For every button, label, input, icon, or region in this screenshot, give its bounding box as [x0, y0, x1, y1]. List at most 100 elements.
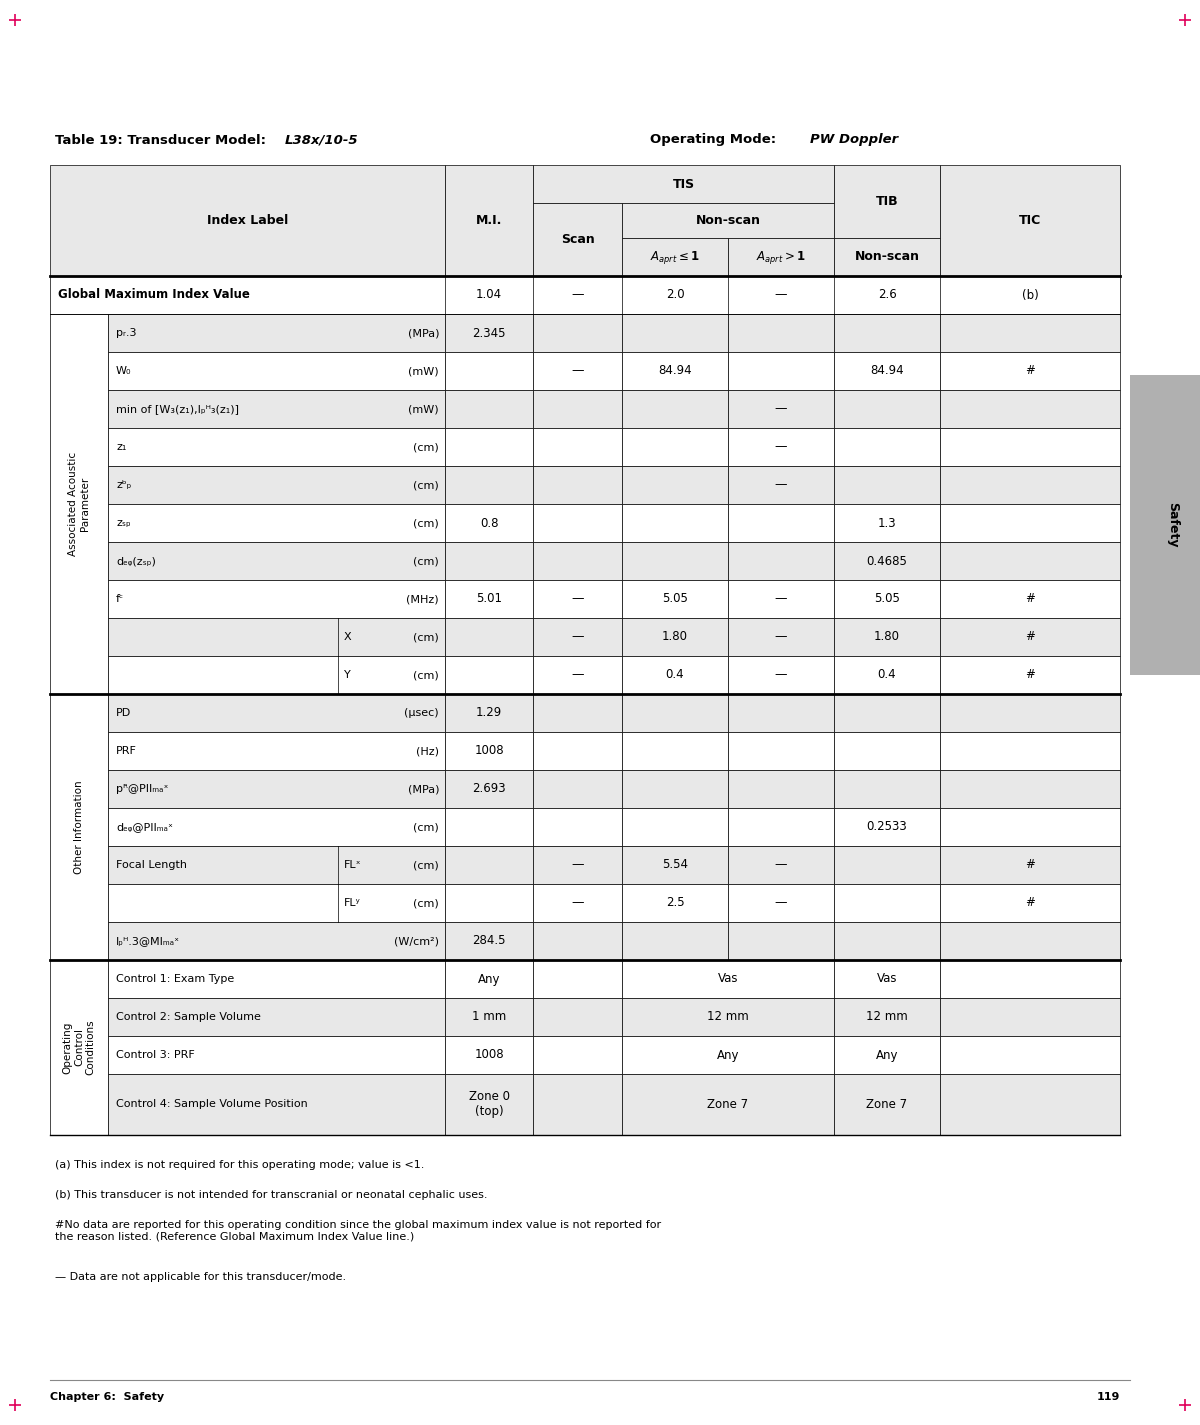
- Bar: [533, 428, 622, 466]
- Bar: [108, 1074, 445, 1134]
- Text: Operating
Control
Conditions: Operating Control Conditions: [62, 1020, 96, 1076]
- Bar: [445, 580, 533, 618]
- Bar: [533, 504, 622, 542]
- Bar: [834, 390, 940, 428]
- Bar: [445, 618, 533, 656]
- Bar: [622, 352, 728, 390]
- Bar: [834, 770, 940, 808]
- Text: (b) This transducer is not intended for transcranial or neonatal cephalic uses.: (b) This transducer is not intended for …: [55, 1190, 487, 1200]
- Bar: [940, 997, 1120, 1036]
- Bar: [108, 618, 445, 656]
- Bar: [834, 618, 940, 656]
- Bar: [533, 1074, 622, 1134]
- Text: min of [W₃(z₁),Iₚᴴ₃(z₁)]: min of [W₃(z₁),Iₚᴴ₃(z₁)]: [116, 405, 239, 415]
- Bar: [50, 276, 1120, 314]
- Text: 1008: 1008: [474, 1049, 504, 1062]
- Text: $A_{aprt}$$\leq$1: $A_{aprt}$$\leq$1: [650, 248, 700, 265]
- Bar: [622, 1036, 834, 1074]
- Bar: [50, 314, 108, 694]
- Bar: [533, 694, 622, 732]
- Text: Table 19: Transducer Model:: Table 19: Transducer Model:: [55, 134, 271, 147]
- Text: Any: Any: [716, 1049, 739, 1062]
- Bar: [728, 314, 834, 352]
- Text: (mW): (mW): [408, 366, 439, 376]
- Bar: [834, 238, 940, 276]
- Bar: [533, 580, 622, 618]
- Bar: [445, 1036, 533, 1074]
- Text: 1.3: 1.3: [877, 516, 896, 530]
- Bar: [728, 656, 834, 694]
- Bar: [445, 732, 533, 770]
- Bar: [622, 1074, 834, 1134]
- Text: 2.693: 2.693: [472, 782, 506, 795]
- Bar: [445, 352, 533, 390]
- Text: (W/cm²): (W/cm²): [394, 936, 439, 946]
- Text: (cm): (cm): [413, 633, 439, 643]
- Bar: [622, 618, 728, 656]
- Bar: [108, 732, 445, 770]
- Text: TIB: TIB: [876, 195, 899, 208]
- Bar: [834, 428, 940, 466]
- Text: Zone 7: Zone 7: [708, 1097, 749, 1112]
- Text: 1.29: 1.29: [476, 707, 502, 720]
- Bar: [533, 352, 622, 390]
- Bar: [834, 504, 940, 542]
- Text: 2.345: 2.345: [473, 326, 505, 339]
- Text: —: —: [775, 668, 787, 681]
- Bar: [622, 656, 728, 694]
- Bar: [834, 922, 940, 960]
- Text: (cm): (cm): [413, 898, 439, 908]
- Bar: [108, 808, 445, 846]
- Text: Zone 0
(top): Zone 0 (top): [468, 1090, 510, 1119]
- Bar: [108, 770, 445, 808]
- Text: Index Label: Index Label: [206, 214, 288, 227]
- Text: Safety: Safety: [1166, 502, 1180, 547]
- Text: Non-scan: Non-scan: [696, 214, 761, 227]
- Text: 0.8: 0.8: [480, 516, 498, 530]
- Text: Focal Length: Focal Length: [116, 861, 187, 871]
- Text: 2.5: 2.5: [666, 896, 684, 909]
- Bar: [622, 960, 834, 997]
- Bar: [940, 352, 1120, 390]
- Bar: [834, 960, 940, 997]
- Text: Iₚᴴ.3@MIₘₐˣ: Iₚᴴ.3@MIₘₐˣ: [116, 936, 180, 946]
- Bar: [622, 504, 728, 542]
- Bar: [108, 694, 445, 732]
- Bar: [533, 165, 834, 202]
- Text: 1.04: 1.04: [476, 288, 502, 302]
- Bar: [108, 466, 445, 504]
- Text: PD: PD: [116, 708, 131, 718]
- Bar: [940, 580, 1120, 618]
- Text: —: —: [571, 288, 583, 302]
- Text: Any: Any: [478, 972, 500, 986]
- Text: 5.54: 5.54: [662, 858, 688, 872]
- Text: PRF: PRF: [116, 747, 137, 757]
- Bar: [622, 694, 728, 732]
- Bar: [445, 504, 533, 542]
- Text: (cm): (cm): [413, 519, 439, 529]
- Bar: [533, 618, 622, 656]
- Bar: [445, 656, 533, 694]
- Bar: [940, 770, 1120, 808]
- Bar: [533, 960, 622, 997]
- Bar: [445, 960, 533, 997]
- Text: Chapter 6:  Safety: Chapter 6: Safety: [50, 1392, 164, 1402]
- Text: $A_{aprt}$$>$1: $A_{aprt}$$>$1: [756, 248, 806, 265]
- Bar: [834, 314, 940, 352]
- Bar: [108, 314, 445, 352]
- Text: —: —: [775, 896, 787, 909]
- Text: (cm): (cm): [413, 861, 439, 871]
- Text: (cm): (cm): [413, 442, 439, 452]
- Bar: [445, 808, 533, 846]
- Text: —: —: [775, 402, 787, 416]
- Bar: [834, 466, 940, 504]
- Text: Control 1: Exam Type: Control 1: Exam Type: [116, 975, 234, 985]
- Text: —: —: [775, 593, 787, 606]
- Bar: [940, 618, 1120, 656]
- Text: —: —: [775, 479, 787, 492]
- Bar: [445, 694, 533, 732]
- Bar: [728, 884, 834, 922]
- Bar: [834, 846, 940, 884]
- Bar: [108, 1036, 445, 1074]
- Bar: [940, 922, 1120, 960]
